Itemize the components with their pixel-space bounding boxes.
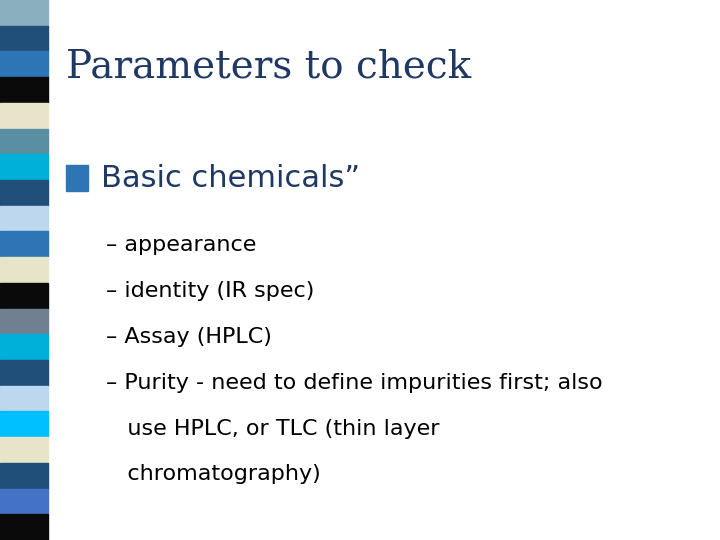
Bar	[0, 411, 48, 437]
Bar	[0, 257, 48, 283]
Bar	[0, 514, 48, 540]
Bar	[0, 334, 48, 360]
Bar	[0, 154, 48, 180]
Bar	[0, 51, 48, 77]
Text: chromatography): chromatography)	[106, 464, 320, 484]
Bar	[0, 308, 48, 334]
Text: – Assay (HPLC): – Assay (HPLC)	[106, 327, 271, 347]
Bar	[0, 77, 48, 103]
Bar	[0, 129, 48, 154]
Text: Parameters to check: Parameters to check	[66, 49, 471, 86]
Bar	[0, 206, 48, 232]
Bar	[0, 283, 48, 308]
Bar	[0, 103, 48, 129]
Text: Basic chemicals”: Basic chemicals”	[101, 164, 360, 193]
Bar	[0, 386, 48, 411]
Text: – Purity - need to define impurities first; also: – Purity - need to define impurities fir…	[106, 373, 602, 393]
Text: – appearance: – appearance	[106, 235, 256, 255]
Bar	[0, 437, 48, 463]
Bar	[0, 463, 48, 489]
Bar	[66, 165, 88, 191]
Text: – identity (IR spec): – identity (IR spec)	[106, 281, 314, 301]
Bar	[0, 232, 48, 257]
Bar	[0, 0, 48, 26]
Text: use HPLC, or TLC (thin layer: use HPLC, or TLC (thin layer	[106, 418, 439, 438]
Bar	[0, 180, 48, 206]
Bar	[0, 360, 48, 386]
Bar	[0, 489, 48, 514]
Bar	[0, 26, 48, 51]
